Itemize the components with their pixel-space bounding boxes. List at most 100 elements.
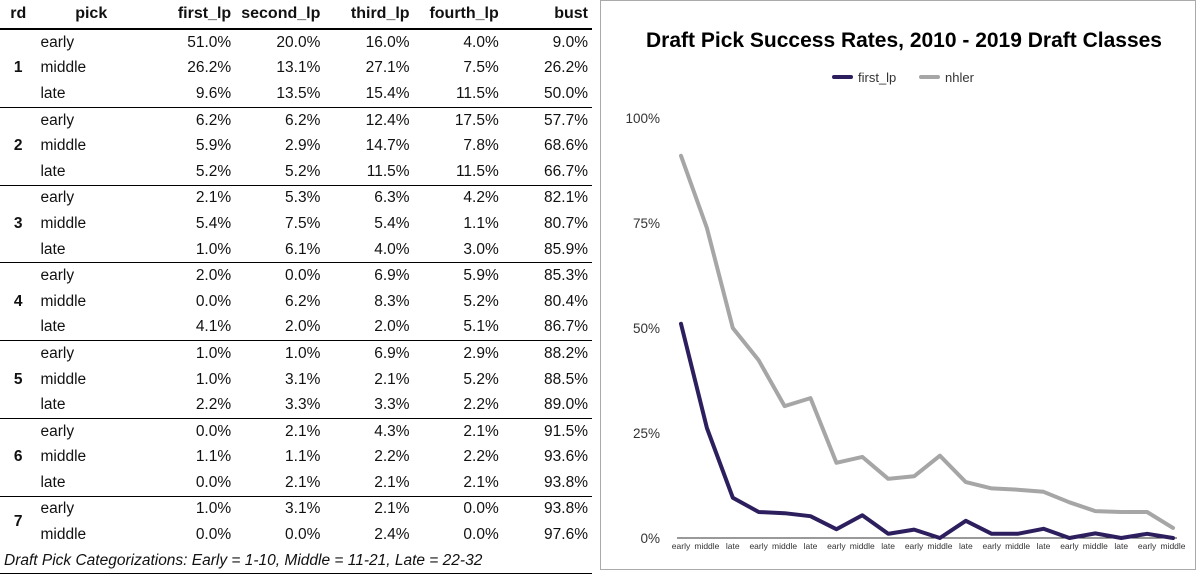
value-cell: 27.1% — [365, 59, 410, 77]
value-cell: 7.5% — [285, 214, 321, 232]
x-tick-label: early — [1138, 541, 1157, 551]
value-cell: 2.2% — [145, 392, 236, 419]
x-tick-label: late — [1114, 541, 1128, 551]
value-cell: 0.0% — [463, 500, 499, 518]
value-cell: 89.0% — [502, 392, 592, 419]
table-row: 4 early 2.0% 0.0% 6.9% 5.9% 85.3% — [0, 262, 592, 342]
y-tick-label: 75% — [633, 216, 660, 231]
table-row: middle 0.0% 0.0% 2.4% 0.0% 97.6% — [0, 522, 592, 548]
table-row: late 4.1% 2.0% 2.0% 5.1% 86.7% — [0, 314, 592, 342]
value-cell: 2.1% — [235, 470, 325, 497]
y-axis-ticks: 0% 25% 50% 75% 100% — [625, 111, 660, 546]
value-cell: 50.0% — [502, 81, 592, 108]
value-cell: 2.2% — [413, 392, 503, 419]
value-cell: 5.2% — [235, 158, 325, 186]
value-cell: 85.9% — [502, 236, 592, 264]
table-row: late 9.6% 13.5% 15.4% 11.5% 50.0% — [0, 81, 592, 108]
legend-label-nhler: nhler — [945, 70, 975, 85]
x-tick-label: late — [726, 541, 740, 551]
draft-pick-table: rd pick first_lp second_lp third_lp fourth_lp… — [0, 0, 592, 574]
pick-cell: late — [36, 158, 146, 186]
table-row: middle 26.2% 13.1% 27.1% 7.5% 26.2% — [0, 56, 592, 82]
value-cell: 2.1% — [374, 370, 410, 388]
value-cell: 17.5% — [454, 111, 499, 129]
value-cell: 2.1% — [374, 500, 410, 518]
x-tick-label: late — [959, 541, 973, 551]
value-cell: 93.8% — [544, 500, 588, 518]
pick-cell: early — [40, 500, 75, 518]
x-axis-ticks: early middle late early middle late early middl… — [672, 541, 1186, 551]
table-row: 1 early 51.0% 20.0% 16.0% 4.0% 9.0% — [0, 29, 592, 108]
value-cell: 6.2% — [285, 292, 321, 310]
table-body: 1 early 51.0% 20.0% 16.0% 4.0% 9.0% middle 26.2%… — [0, 29, 592, 574]
column-header-pick: pick — [36, 0, 146, 30]
value-cell: 11.5% — [413, 158, 503, 186]
pick-cell: late — [36, 470, 146, 497]
x-tick-label: late — [1037, 541, 1051, 551]
table-row: 7 early 1.0% 3.1% 2.1% 0.0% 93.8% — [0, 496, 592, 530]
value-cell: 5.4% — [374, 214, 410, 232]
value-cell: 8.3% — [374, 292, 410, 310]
value-cell: 2.9% — [463, 344, 499, 362]
value-cell: 6.9% — [374, 344, 410, 362]
value-cell: 14.7% — [365, 137, 410, 155]
value-cell: 2.2% — [374, 448, 410, 466]
round-number-cell: 5 — [0, 340, 37, 419]
pick-cell: early — [40, 344, 75, 362]
x-tick-label: middle — [1083, 541, 1108, 551]
pick-cell: late — [36, 236, 146, 264]
value-cell: 2.9% — [285, 137, 321, 155]
table-row: middle 5.4% 7.5% 5.4% 1.1% 80.7% — [0, 211, 592, 237]
table-row: late 2.2% 3.3% 3.3% 2.2% 89.0% — [0, 392, 592, 419]
x-tick-label: early — [905, 541, 924, 551]
x-tick-label: middle — [694, 541, 719, 551]
pick-cell: late — [36, 314, 146, 342]
value-cell: 1.1% — [285, 448, 321, 466]
value-cell: 9.0% — [552, 33, 588, 51]
x-tick-label: middle — [772, 541, 797, 551]
value-cell: 20.0% — [276, 33, 321, 51]
value-cell: 2.1% — [413, 470, 503, 497]
line-chart: Draft Pick Success Rates, 2010 - 2019 Dr… — [625, 29, 1186, 551]
value-cell: 13.5% — [235, 81, 325, 108]
value-cell: 12.4% — [365, 111, 410, 129]
value-cell: 3.1% — [285, 500, 321, 518]
value-cell: 5.1% — [413, 314, 503, 342]
value-cell: 80.7% — [544, 214, 588, 232]
value-cell: 86.7% — [502, 314, 592, 342]
pick-cell: early — [40, 267, 75, 285]
value-cell: 4.2% — [463, 189, 499, 207]
value-cell: 15.4% — [324, 81, 414, 108]
x-tick-label: early — [1060, 541, 1079, 551]
table-header-row: rd pick first_lp second_lp third_lp fourth_lp… — [0, 0, 592, 30]
value-cell: 13.1% — [276, 59, 321, 77]
value-cell: 2.2% — [463, 448, 499, 466]
y-tick-label: 0% — [640, 531, 660, 546]
x-tick-label: middle — [1160, 541, 1185, 551]
value-cell: 1.0% — [145, 236, 236, 264]
legend-label-first-lp: first_lp — [858, 70, 896, 85]
value-cell: 2.1% — [285, 422, 321, 440]
value-cell: 4.3% — [374, 422, 410, 440]
value-cell: 93.8% — [502, 470, 592, 497]
value-cell: 2.0% — [324, 314, 414, 342]
table-row: middle 5.9% 2.9% 14.7% 7.8% 68.6% — [0, 133, 592, 159]
pick-cell: early — [40, 111, 75, 129]
table-row: 5 early 1.0% 1.0% 6.9% 2.9% 88.2% — [0, 340, 592, 419]
value-cell: 82.1% — [544, 189, 588, 207]
value-cell: 66.7% — [502, 158, 592, 186]
value-cell: 85.3% — [544, 267, 588, 285]
round-number-cell: 4 — [0, 262, 37, 342]
value-cell: 3.0% — [413, 236, 503, 264]
value-cell: 1.1% — [463, 214, 499, 232]
pick-cell: middle — [40, 59, 87, 77]
value-cell: 3.3% — [324, 392, 414, 419]
round-number-cell: 2 — [0, 107, 37, 186]
value-cell: 2.0% — [235, 314, 325, 342]
value-cell: 5.3% — [285, 189, 321, 207]
value-cell: 0.0% — [145, 470, 236, 497]
chart-panel: Draft Pick Success Rates, 2010 - 2019 Dr… — [600, 0, 1196, 570]
value-cell: 1.1% — [195, 448, 232, 466]
table-row: 3 early 2.1% 5.3% 6.3% 4.2% 82.1% — [0, 185, 592, 264]
value-cell: 4.0% — [463, 33, 499, 51]
